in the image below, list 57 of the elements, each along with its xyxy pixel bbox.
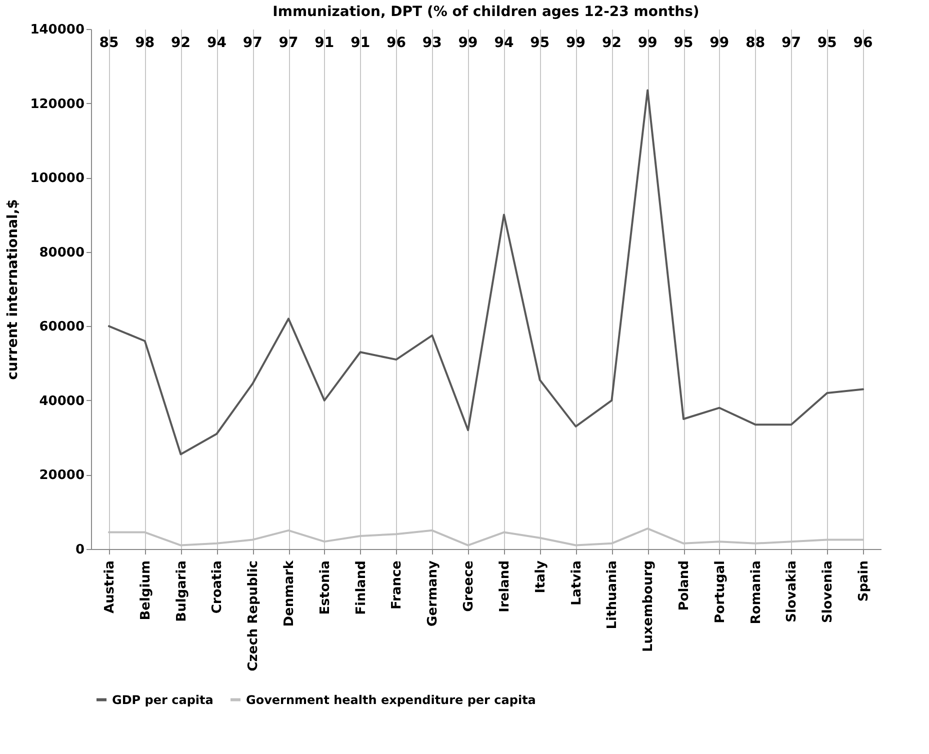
y-tick-label: 120000 bbox=[30, 96, 84, 112]
annotation: 92 bbox=[171, 35, 191, 51]
x-tick-label: Spain bbox=[856, 560, 872, 602]
annotation: 85 bbox=[99, 35, 119, 51]
x-tick-label: Luxembourg bbox=[641, 560, 656, 652]
y-tick-label: 20000 bbox=[39, 468, 84, 484]
x-tick-label: Germany bbox=[426, 560, 441, 626]
legend-label: Government health expenditure per capita bbox=[246, 692, 536, 707]
annotation: 99 bbox=[710, 35, 730, 51]
x-tick-label: Croatia bbox=[210, 560, 226, 614]
x-tick-label: Slovenia bbox=[820, 560, 836, 624]
annotation: 97 bbox=[781, 35, 801, 51]
y-tick-label: 100000 bbox=[30, 171, 84, 186]
x-tick-label: Finland bbox=[354, 560, 369, 615]
x-tick-label: Romania bbox=[748, 560, 764, 624]
annotation: 88 bbox=[746, 35, 766, 51]
x-tick-label: Greece bbox=[462, 560, 477, 612]
annotation: 99 bbox=[638, 35, 658, 51]
x-tick-label: Poland bbox=[677, 560, 692, 611]
x-tick-label: Czech Republic bbox=[246, 560, 262, 672]
annotation: 95 bbox=[530, 35, 550, 51]
x-tick-label: Ireland bbox=[497, 560, 512, 612]
x-tick-label: Lithuania bbox=[605, 560, 620, 630]
annotation: 93 bbox=[422, 35, 442, 51]
line-series bbox=[108, 89, 864, 456]
annotation: 91 bbox=[314, 35, 334, 51]
x-tick-label: Estonia bbox=[318, 560, 333, 615]
x-tick-label: Latvia bbox=[569, 560, 584, 606]
x-tick-label: Bulgaria bbox=[174, 560, 190, 622]
chart-title: Immunization, DPT (% of children ages 12-23 months) bbox=[272, 4, 700, 20]
x-tick-label: Portugal bbox=[712, 560, 728, 624]
annotation: 97 bbox=[278, 35, 298, 51]
x-tick-label: Austria bbox=[102, 560, 118, 614]
y-tick-label: 0 bbox=[75, 542, 84, 558]
x-tick-label: Italy bbox=[533, 560, 548, 594]
annotation: 92 bbox=[602, 35, 622, 51]
annotation: 99 bbox=[566, 35, 586, 51]
annotation: 95 bbox=[674, 35, 694, 51]
legend-label: GDP per capita bbox=[112, 692, 214, 707]
y-tick-label: 140000 bbox=[30, 22, 84, 38]
x-tick-label: Belgium bbox=[138, 560, 154, 620]
annotation: 96 bbox=[853, 35, 873, 51]
x-tick-label: France bbox=[390, 560, 405, 610]
y-tick-label: 40000 bbox=[39, 394, 84, 409]
annotation: 98 bbox=[135, 35, 155, 51]
annotation: 94 bbox=[206, 35, 227, 51]
annotation: 94 bbox=[494, 35, 514, 51]
annotation: 99 bbox=[458, 35, 478, 51]
annotation: 95 bbox=[817, 35, 837, 51]
x-tick-label: Denmark bbox=[282, 560, 297, 627]
annotation: 96 bbox=[386, 35, 406, 51]
annotation: 97 bbox=[242, 35, 262, 51]
y-tick-label: 60000 bbox=[39, 320, 84, 335]
y-tick-label: 80000 bbox=[39, 245, 84, 260]
annotation: 91 bbox=[350, 35, 370, 51]
x-tick-label: Slovakia bbox=[784, 560, 800, 622]
y-axis-title: current international,$ bbox=[5, 199, 22, 380]
